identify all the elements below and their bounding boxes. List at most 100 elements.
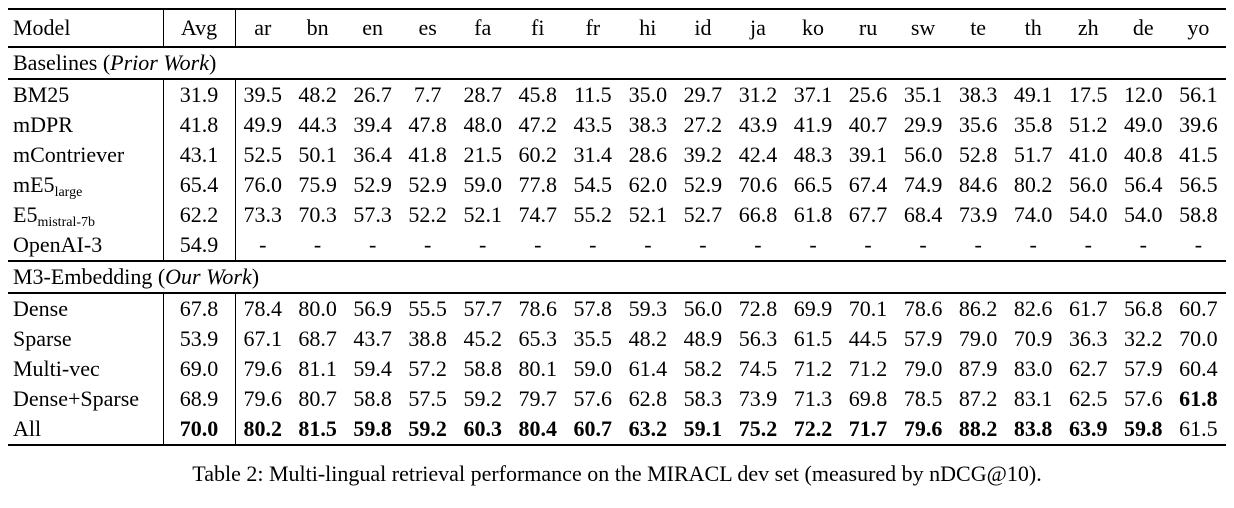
value-cell-hi: 28.6	[628, 142, 668, 167]
value-cell-en: 59.4	[353, 356, 392, 381]
value-cell-bn: 44.3	[298, 112, 337, 137]
value-cell-hi: 38.3	[628, 112, 668, 137]
value-cell-fa: 48.0	[463, 112, 502, 137]
value-cell-hi: 59.3	[628, 296, 668, 321]
table-row-multi-vec: Multi-vec 69.0 79.6 81.1 59.4 57.2 58.8 80.1 59.…	[8, 354, 1226, 384]
column-header-ru: ru	[840, 8, 896, 48]
value-cell-es: -	[400, 230, 456, 262]
value-cell-de: 32.2	[1124, 326, 1163, 351]
value-cell-es: 41.8	[408, 142, 447, 167]
value-cell-yo: 61.5	[1170, 414, 1226, 446]
value-cell-sw: 79.0	[903, 356, 943, 381]
value-cell-th: -	[1005, 230, 1061, 262]
value-cell-fi: 77.8	[518, 172, 558, 197]
model-cell: mE5large	[8, 170, 164, 200]
value-cell-ja: -	[730, 230, 786, 262]
value-cell-fa: 59.2	[463, 386, 502, 411]
value-cell-es: 52.9	[408, 172, 447, 197]
column-header-es: es	[400, 8, 456, 48]
value-cell-zh: 17.5	[1068, 82, 1108, 107]
column-header-hi: hi	[620, 8, 676, 48]
value-cell-ko: 72.2	[785, 414, 841, 446]
value-cell-bn: 70.3	[298, 202, 337, 227]
model-cell: Dense	[8, 293, 164, 324]
value-cell-fr: 57.8	[573, 296, 613, 321]
value-cell-id: -	[675, 230, 731, 262]
value-cell-id: 48.9	[683, 326, 723, 351]
value-cell-ko: 61.5	[793, 326, 833, 351]
value-cell-de: 49.0	[1124, 112, 1163, 137]
value-cell-te: 86.2	[958, 296, 998, 321]
value-cell-th: 74.0	[1013, 202, 1053, 227]
value-cell-ar: 79.6	[243, 356, 283, 381]
value-cell-hi: 35.0	[628, 82, 668, 107]
model-cell: All	[8, 414, 164, 446]
value-cell-zh: -	[1060, 230, 1116, 262]
value-cell-ko: 71.3	[793, 386, 833, 411]
value-cell-en: 36.4	[353, 142, 392, 167]
value-cell-ja: 43.9	[738, 112, 778, 137]
value-cell-sw: 35.1	[903, 82, 943, 107]
value-cell-te: 87.2	[958, 386, 998, 411]
value-cell-bn: 75.9	[298, 172, 337, 197]
value-cell-es: 57.2	[408, 356, 447, 381]
column-header-model: Model	[8, 8, 164, 48]
value-cell-hi: 62.0	[628, 172, 668, 197]
value-cell-zh: 62.5	[1068, 386, 1108, 411]
value-cell-zh: 61.7	[1068, 296, 1108, 321]
value-cell-fr: 11.5	[573, 82, 612, 107]
value-cell-te: 35.6	[958, 112, 998, 137]
avg-cell: 62.2	[163, 200, 236, 230]
value-cell-ar: -	[235, 230, 291, 262]
value-cell-bn: -	[290, 230, 346, 262]
column-header-ja: ja	[730, 8, 786, 48]
table-row-dense-sparse: Dense+Sparse 68.9 79.6 80.7 58.8 57.5 59.2 79.7…	[8, 384, 1226, 414]
value-cell-id: 52.9	[683, 172, 723, 197]
table-row-all: All 70.0 80.2 81.5 59.8 59.2 60.3 80.4 60.7 63.2 5…	[8, 414, 1226, 446]
value-cell-ru: 70.1	[848, 296, 888, 321]
value-cell-en: 58.8	[353, 386, 392, 411]
value-cell-id: 39.2	[683, 142, 723, 167]
value-cell-de: 56.4	[1124, 172, 1163, 197]
table-row-mcontriever: mContriever 43.1 52.5 50.1 36.4 41.8 21.5 60.2 3…	[8, 140, 1226, 170]
value-cell-es: 55.5	[408, 296, 447, 321]
column-header-id: id	[675, 8, 731, 48]
value-cell-de: 59.8	[1115, 414, 1171, 446]
value-cell-zh: 62.7	[1068, 356, 1108, 381]
value-cell-zh: 63.9	[1060, 414, 1116, 446]
header-row: Model Avg ar bn en es fa fi fr hi id ja ko ru sw te th zh…	[8, 8, 1226, 48]
value-cell-zh: 51.2	[1068, 112, 1108, 137]
value-cell-ja: 72.8	[738, 296, 778, 321]
value-cell-ar: 49.9	[243, 112, 283, 137]
value-cell-ru: -	[840, 230, 896, 262]
table-row-openai-3: OpenAI-3 54.9- - - - - - - - - - - - - - - - - -	[8, 230, 1226, 262]
value-cell-ar: 79.6	[243, 386, 283, 411]
value-cell-en: 59.8	[345, 414, 401, 446]
value-cell-ko: 41.9	[793, 112, 833, 137]
avg-cell: 53.9	[163, 324, 236, 354]
column-header-ko: ko	[785, 8, 841, 48]
value-cell-ja: 56.3	[738, 326, 778, 351]
value-cell-te: 73.9	[958, 202, 998, 227]
value-cell-sw: 68.4	[903, 202, 943, 227]
avg-cell: 54.9	[163, 230, 236, 262]
avg-cell: 69.0	[163, 354, 236, 384]
model-subscript: large	[54, 185, 83, 200]
value-cell-es: 52.2	[408, 202, 447, 227]
value-cell-zh: 54.0	[1068, 202, 1108, 227]
value-cell-fr: 55.2	[573, 202, 613, 227]
avg-cell: 41.8	[163, 110, 236, 140]
value-cell-fa: -	[455, 230, 511, 262]
value-cell-ja: 42.4	[738, 142, 778, 167]
value-cell-th: 51.7	[1013, 142, 1053, 167]
column-header-zh: zh	[1060, 8, 1116, 48]
column-header-en: en	[345, 8, 401, 48]
value-cell-ar: 73.3	[243, 202, 283, 227]
value-cell-ru: 67.7	[848, 202, 888, 227]
value-cell-th: 82.6	[1013, 296, 1053, 321]
value-cell-id: 27.2	[683, 112, 723, 137]
value-cell-yo: 70.0	[1179, 326, 1218, 351]
results-table: Model Avg ar bn en es fa fi fr hi id ja ko ru sw te th zh…	[8, 8, 1226, 446]
value-cell-fa: 52.1	[463, 202, 502, 227]
